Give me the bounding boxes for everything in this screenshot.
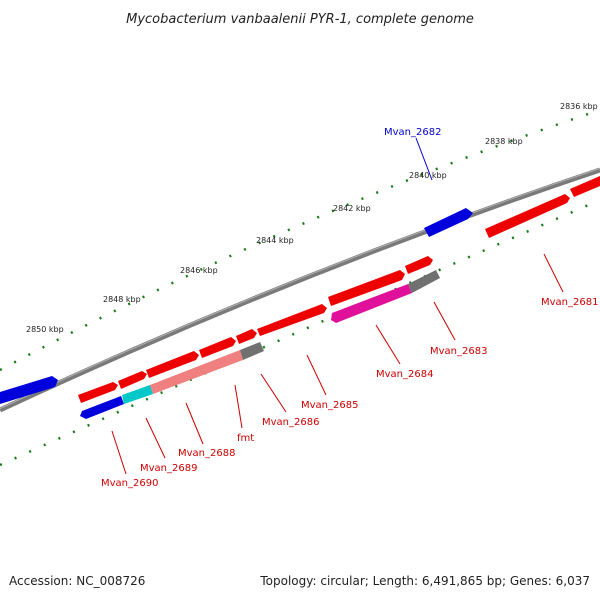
gene-mvan-2682[interactable] [424,208,473,237]
gene-mvan-2689[interactable] [122,385,153,404]
gene-fwd-red-6[interactable] [257,304,327,336]
label-mvan-2689[interactable]: Mvan_2689 [140,463,197,474]
gene-fwd-red-8[interactable] [405,256,433,274]
label-mvan-2686[interactable]: Mvan_2686 [262,417,319,428]
ruler-labels: 2836 kbp 2838 kbp 2840 kbp 2842 kbp 2844… [26,102,598,334]
forward-strand-genes [0,176,600,404]
genome-backbone [0,167,600,413]
ruler-label-2842: 2842 kbp [333,204,371,213]
gene-fwd-red-5[interactable] [236,329,257,344]
outer-ruler [0,108,600,372]
ruler-label-2836: 2836 kbp [560,102,598,111]
reverse-strand-genes [80,270,440,419]
leader-mvan-2684 [375,324,401,365]
gene-fwd-red-2[interactable] [118,371,147,389]
label-mvan-2688[interactable]: Mvan_2688 [178,448,235,459]
leader-fmt [234,384,243,429]
leader-mvan-2683 [433,301,456,341]
map-title: Mycobacterium vanbaalenii PYR-1, complet… [126,12,474,27]
leader-lines [111,137,564,475]
gene-mvan-2690[interactable] [80,396,124,419]
ruler-label-2844: 2844 kbp [256,236,294,245]
ruler-label-2840: 2840 kbp [409,171,447,180]
gene-fwd-red-7[interactable] [328,270,405,306]
gene-mvan-2688-fmt[interactable] [150,350,243,394]
leader-mvan-2686 [260,373,287,413]
gene-mvan-2684[interactable] [331,284,412,323]
gene-fwd-red-3[interactable] [146,351,199,378]
label-mvan-2690[interactable]: Mvan_2690 [101,478,158,489]
outer-ruler-ticks [0,108,600,372]
ruler-label-2850: 2850 kbp [26,325,64,334]
leader-mvan-2682 [415,137,433,181]
leader-mvan-2689 [145,417,166,459]
gene-fwd-red-1[interactable] [78,382,118,403]
label-fmt[interactable]: fmt [237,433,254,444]
leader-mvan-2681 [543,253,564,293]
accession-text: Accession: NC_008726 [9,574,146,588]
topology-text: Topology: circular; Length: 6,491,865 bp… [260,574,590,588]
gene-left-edge-blue[interactable] [0,376,58,404]
gene-mvan-2681[interactable] [485,194,570,238]
label-mvan-2681[interactable]: Mvan_2681 [541,297,598,308]
label-mvan-2682[interactable]: Mvan_2682 [384,127,441,138]
leader-mvan-2685 [306,354,327,396]
ruler-label-2846: 2846 kbp [180,266,218,275]
label-mvan-2684[interactable]: Mvan_2684 [376,369,433,380]
gene-fwd-red-4[interactable] [199,337,236,358]
ruler-label-2848: 2848 kbp [103,295,141,304]
gene-mvan-2683[interactable] [408,270,440,293]
gene-mvan-2686[interactable] [240,342,264,360]
leader-mvan-2690 [111,430,127,475]
leader-mvan-2688 [185,402,204,445]
gene-right-edge-red[interactable] [570,176,600,197]
label-mvan-2683[interactable]: Mvan_2683 [430,346,487,357]
ruler-label-2838: 2838 kbp [485,137,523,146]
genome-backbone-highlight [0,168,600,409]
gene-labels: Mvan_2682 Mvan_2681 Mvan_2683 Mvan_2684 … [101,127,598,489]
label-mvan-2685[interactable]: Mvan_2685 [301,400,358,411]
